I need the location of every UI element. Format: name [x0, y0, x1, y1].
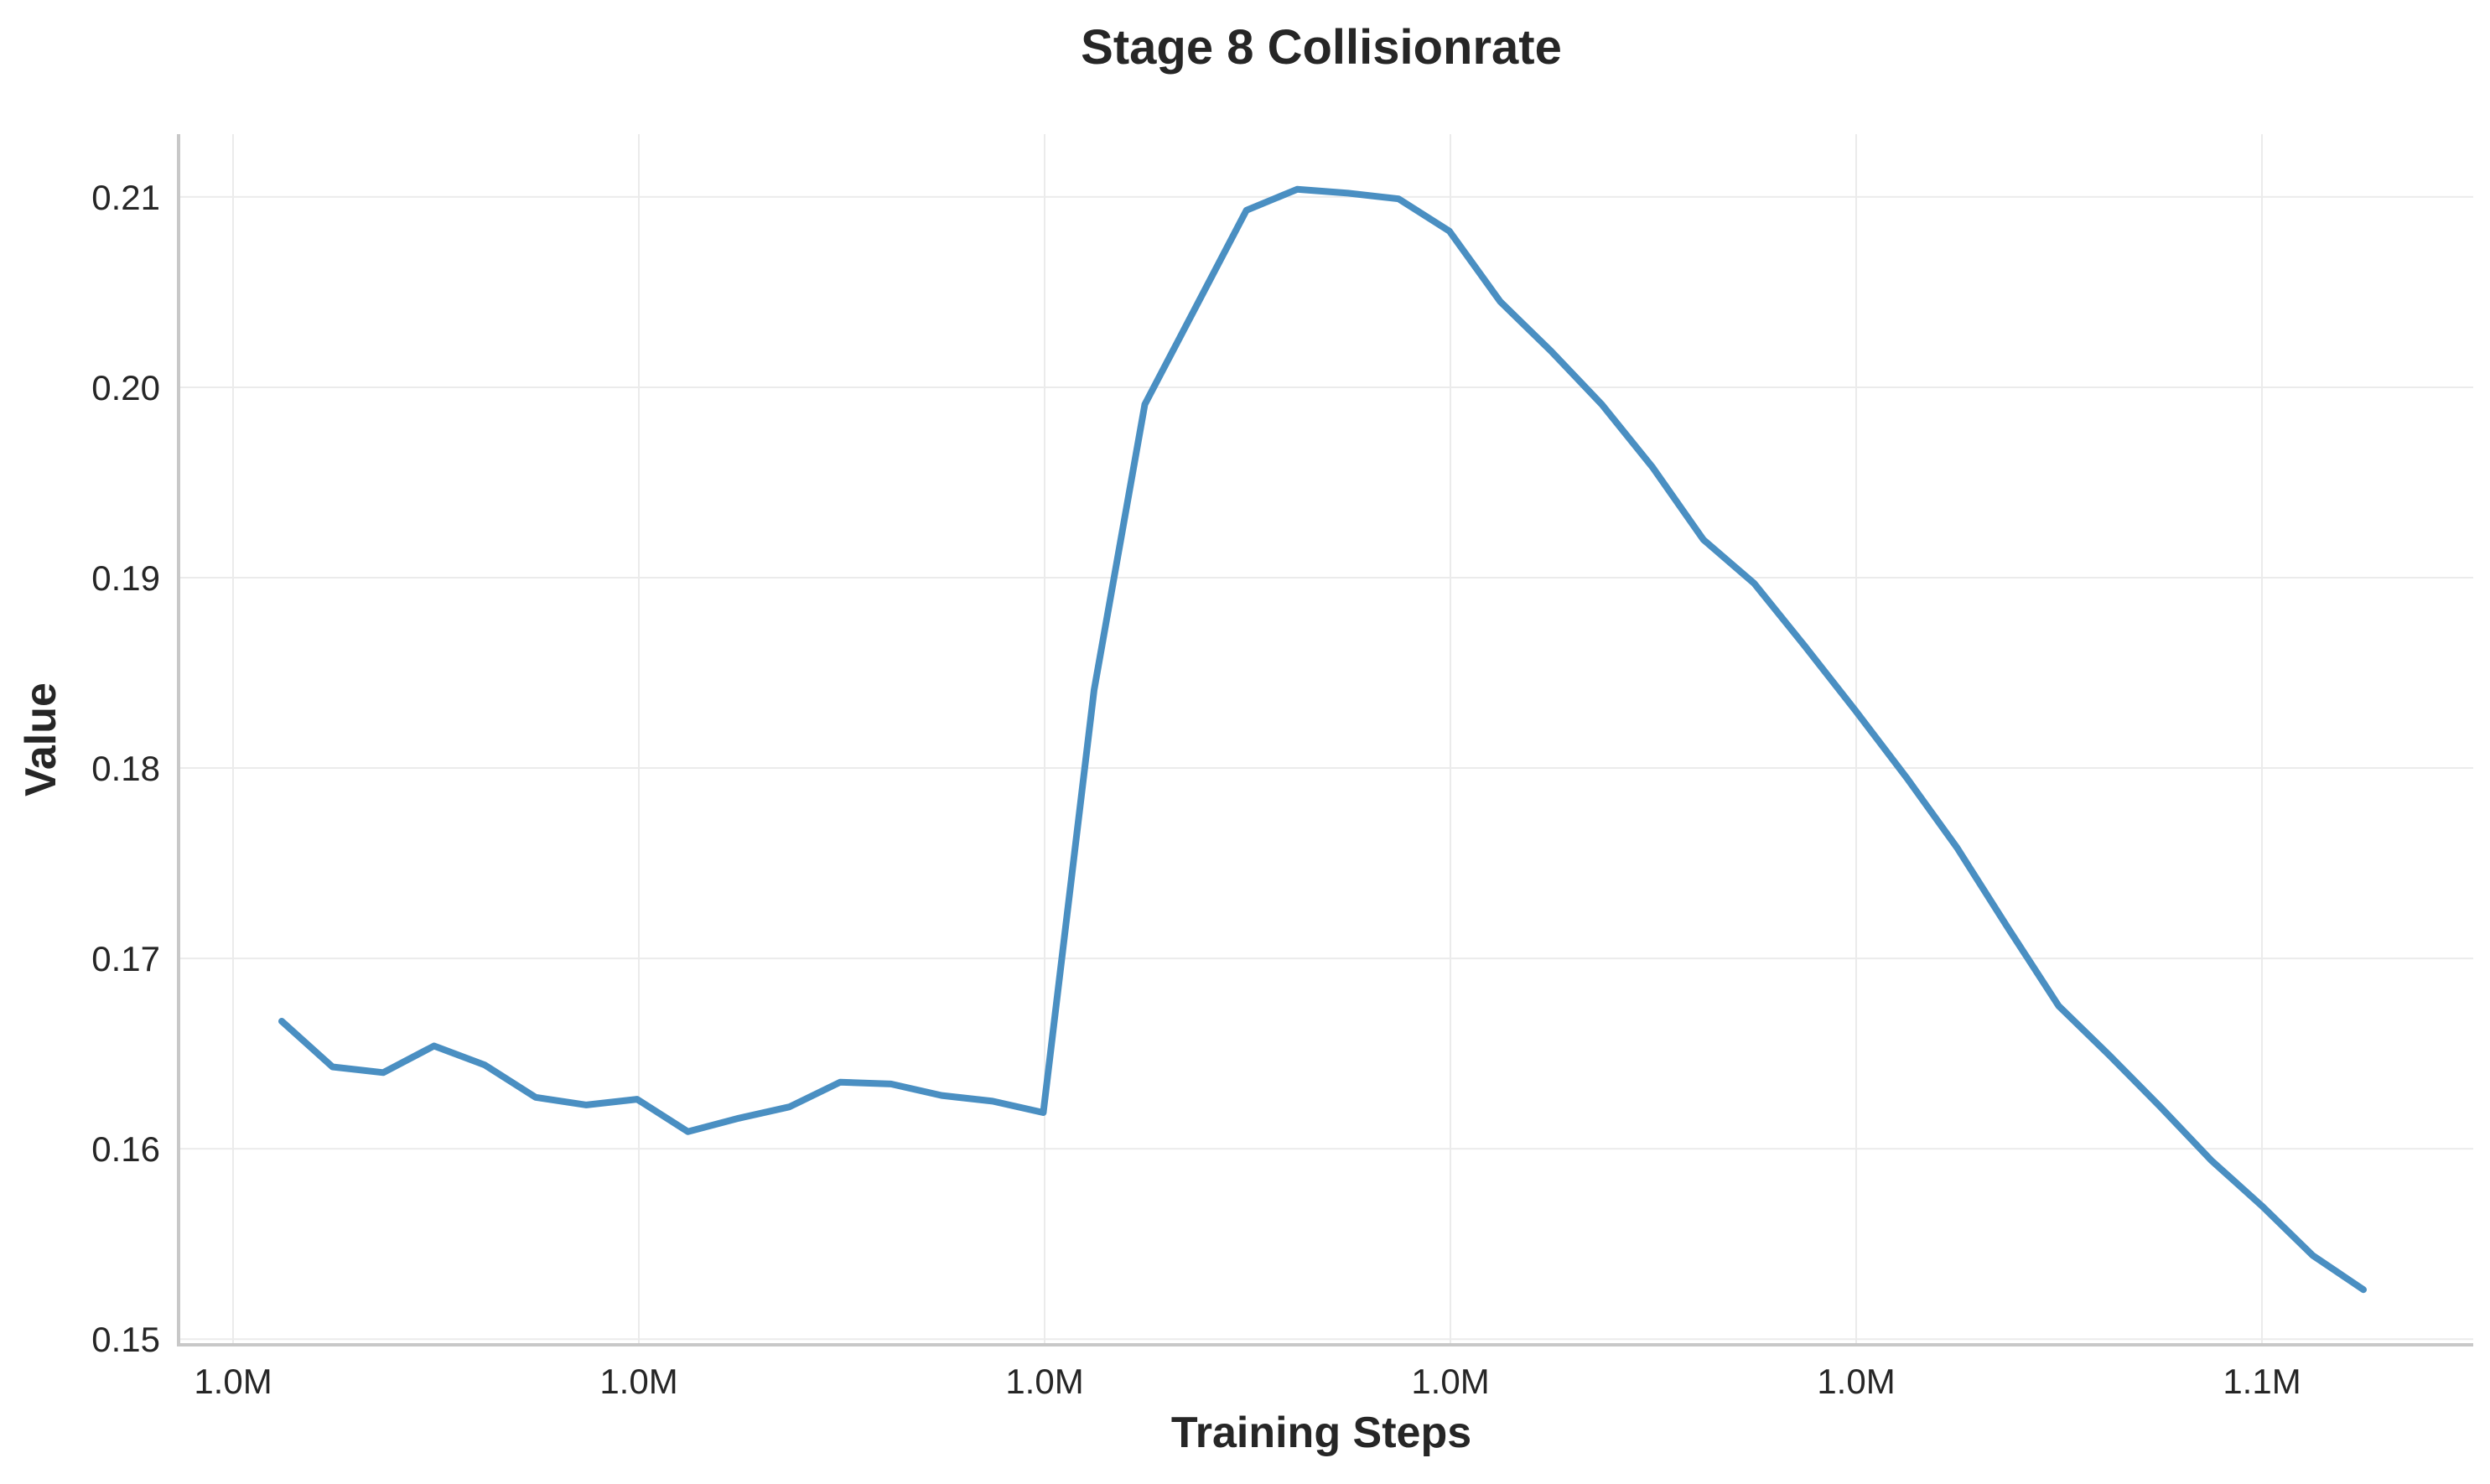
- x-tick-label: 1.1M: [2223, 1362, 2301, 1401]
- y-tick-label: 0.18: [91, 749, 160, 788]
- x-tick-label: 1.0M: [1817, 1362, 1895, 1401]
- series-line: [278, 185, 2367, 1294]
- y-axis-label: Value: [17, 682, 65, 796]
- y-axis-ticks: 0.15 0.16 0.17 0.18 0.19 0.20 0.21: [91, 178, 160, 1359]
- x-axis-ticks: 1.0M 1.0M 1.0M 1.0M 1.0M 1.1M: [194, 1362, 2301, 1401]
- y-tick-label: 0.16: [91, 1129, 160, 1169]
- x-tick-label: 1.0M: [1411, 1362, 1489, 1401]
- series-group: [278, 185, 2367, 1294]
- y-tick-label: 0.17: [91, 939, 160, 978]
- x-tick-label: 1.0M: [194, 1362, 272, 1401]
- grid: [179, 134, 2473, 1345]
- y-tick-label: 0.20: [91, 368, 160, 407]
- y-tick-label: 0.21: [91, 178, 160, 217]
- y-tick-label: 0.19: [91, 558, 160, 598]
- x-tick-label: 1.0M: [1005, 1362, 1083, 1401]
- x-axis-label: Training Steps: [1171, 1409, 1471, 1457]
- x-tick-label: 1.0M: [599, 1362, 677, 1401]
- chart-title: Stage 8 Collisionrate: [1081, 20, 1562, 75]
- y-tick-label: 0.15: [91, 1320, 160, 1359]
